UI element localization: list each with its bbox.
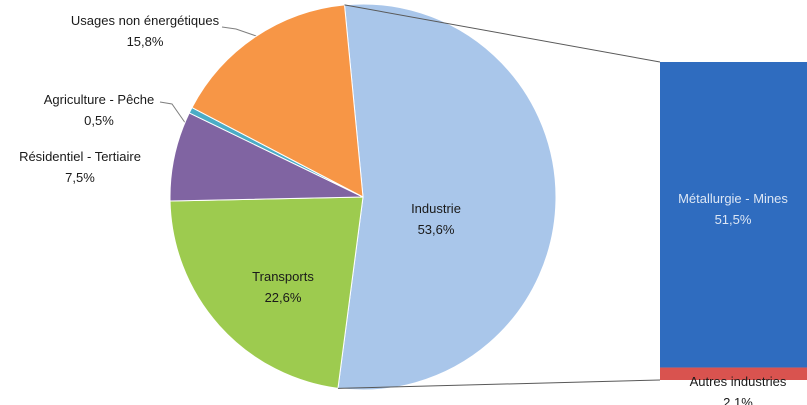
data-label: Usages non énergétiques 15,8%	[71, 13, 220, 49]
value-label: 53,6%	[418, 222, 455, 237]
connector-line	[337, 379, 661, 389]
category-label: Agriculture - Pêche	[44, 92, 155, 107]
connector-line	[344, 4, 661, 63]
value-label: 51,5%	[715, 212, 752, 227]
bar-segment	[660, 62, 807, 368]
data-label: Autres industries 2,1%	[690, 374, 787, 405]
pie-slice	[191, 4, 364, 198]
value-label: 7,5%	[65, 170, 95, 185]
leader-line	[221, 26, 263, 39]
value-label: 15,8%	[127, 34, 164, 49]
category-label: Industrie	[411, 201, 461, 216]
data-label: Transports 22,6%	[252, 269, 314, 305]
category-label: Résidentiel - Tertiaire	[19, 149, 141, 164]
value-label: 0,5%	[84, 113, 114, 128]
category-label: Métallurgie - Mines	[678, 191, 788, 206]
category-label: Transports	[252, 269, 314, 284]
bar-segment	[660, 367, 807, 380]
category-label: Usages non énergétiques	[71, 13, 220, 28]
pie-slice	[337, 3, 557, 391]
data-label: Résidentiel - Tertiaire 7,5%	[19, 149, 141, 185]
leader-line	[159, 101, 187, 125]
data-label: Métallurgie - Mines 51,5%	[678, 191, 788, 227]
value-label: 2,1%	[723, 395, 753, 405]
pie-slice	[169, 196, 364, 389]
value-label: 22,6%	[265, 290, 302, 305]
data-label: Industrie 53,6%	[411, 201, 461, 237]
category-label: Autres industries	[690, 374, 787, 389]
data-label: Agriculture - Pêche 0,5%	[44, 92, 155, 128]
